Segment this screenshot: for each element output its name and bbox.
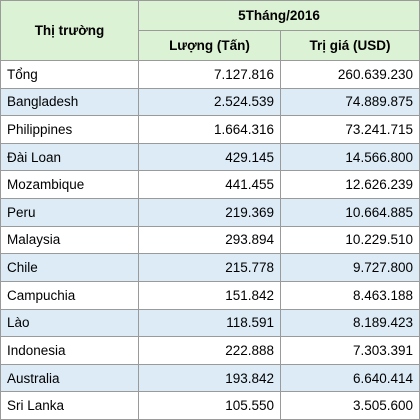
quantity-cell: 151.842 [139, 281, 280, 309]
value-cell: 260.639.230 [281, 61, 419, 88]
value-cell: 73.241.715 [281, 116, 419, 143]
quantity-cell: 219.369 [139, 199, 280, 226]
header-market: Thị trường [1, 1, 138, 60]
market-cell: Sri Lanka [1, 392, 138, 419]
value-cell: 14.566.800 [281, 143, 419, 171]
quantity-cell: 441.455 [139, 171, 280, 199]
quantity-cell: 429.145 [139, 143, 280, 171]
market-cell: Campuchia [1, 281, 138, 309]
market-cell: Mozambique [1, 171, 138, 199]
header-value: Trị giá (USD) [281, 31, 419, 60]
value-cell: 3.505.600 [281, 392, 419, 419]
value-cell: 8.463.188 [281, 281, 419, 309]
market-cell: Đài Loan [1, 143, 138, 171]
quantity-cell: 293.894 [139, 226, 280, 254]
market-cell: Indonesia [1, 337, 138, 364]
market-cell: Lào [1, 309, 138, 337]
quantity-cell: 7.127.816 [139, 61, 280, 88]
quantity-cell: 105.550 [139, 392, 280, 419]
market-cell: Philippines [1, 116, 138, 143]
quantity-cell: 1.664.316 [139, 116, 280, 143]
quantity-cell: 2.524.539 [139, 88, 280, 116]
market-cell: Australia [1, 364, 138, 392]
quantity-cell: 118.591 [139, 309, 280, 337]
market-cell: Peru [1, 199, 138, 226]
quantity-cell: 222.888 [139, 337, 280, 364]
market-cell: Tổng [1, 61, 138, 88]
value-cell: 8.189.423 [281, 309, 419, 337]
header-period: 5Tháng/2016 [139, 1, 419, 30]
value-cell: 10.664.885 [281, 199, 419, 226]
header-quantity: Lượng (Tấn) [139, 31, 280, 60]
market-cell: Malaysia [1, 226, 138, 254]
quantity-cell: 215.778 [139, 254, 280, 281]
quantity-cell: 193.842 [139, 364, 280, 392]
market-cell: Chile [1, 254, 138, 281]
market-cell: Bangladesh [1, 88, 138, 116]
value-cell: 7.303.391 [281, 337, 419, 364]
value-cell: 9.727.800 [281, 254, 419, 281]
value-cell: 6.640.414 [281, 364, 419, 392]
value-cell: 12.626.239 [281, 171, 419, 199]
value-cell: 74.889.875 [281, 88, 419, 116]
value-cell: 10.229.510 [281, 226, 419, 254]
